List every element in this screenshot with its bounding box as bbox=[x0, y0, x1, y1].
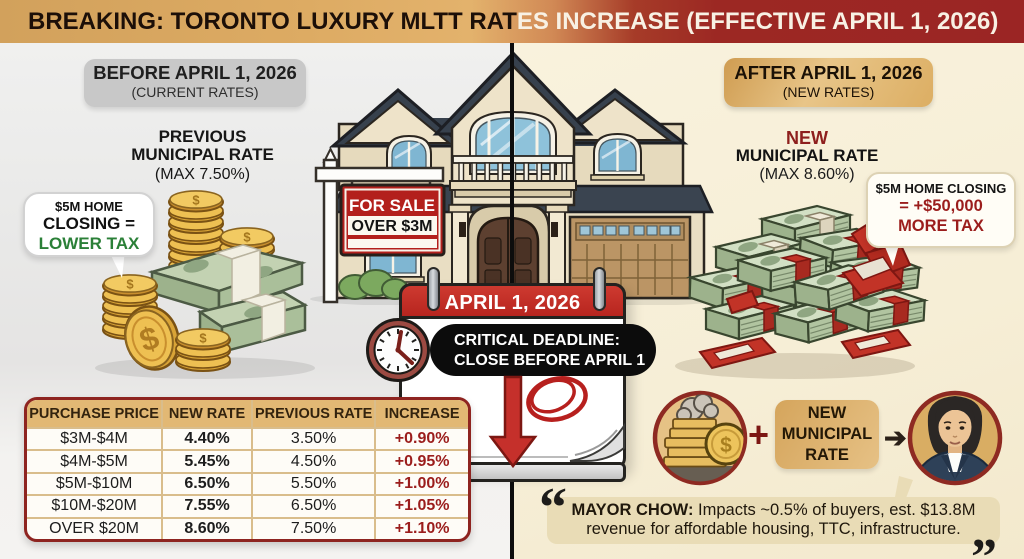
svg-text:$: $ bbox=[720, 434, 732, 457]
svg-text:OVER $3M: OVER $3M bbox=[352, 218, 433, 235]
svg-text:FOR SALE: FOR SALE bbox=[349, 196, 435, 215]
